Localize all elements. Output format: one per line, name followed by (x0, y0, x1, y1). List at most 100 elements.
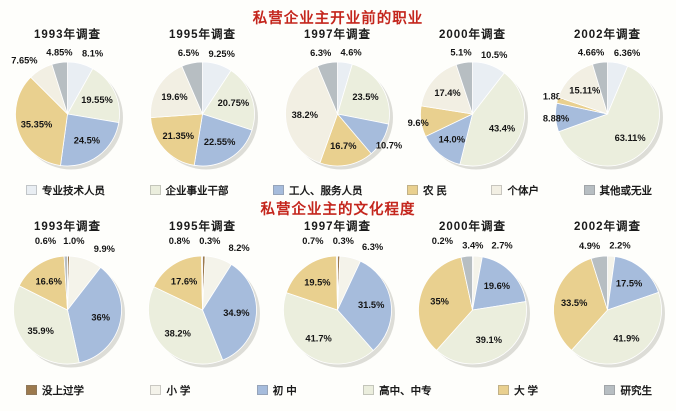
pie-label: 22.55% (204, 137, 236, 147)
pie-label: 4.66% (578, 47, 605, 57)
pie-svg: 0.2% 2.7% 19.6% 39.1% 35% 3.4% (418, 236, 530, 368)
pie-label: 0.7% (302, 236, 324, 246)
pie-svg: 4.6% 23.5% 10.7% 16.7% 38.2% 6.3% (285, 47, 403, 170)
legend-item: 初 中 (256, 383, 297, 398)
pie-slice (337, 260, 392, 352)
pie-slice (459, 72, 525, 167)
pie-label: 15.11% (569, 85, 601, 95)
pie-label: 36% (91, 312, 110, 322)
pie-slice (591, 61, 608, 115)
pie-slice (66, 68, 120, 124)
pie-label: 63.11% (615, 133, 647, 143)
pie-slice (435, 301, 527, 365)
pie-slice (285, 65, 338, 164)
pie-label: 35.9% (28, 326, 55, 336)
legend-label: 高中、中专 (379, 384, 432, 397)
pie-svg: 2.2% 17.5% 41.9% 33.5% 4.9% (553, 240, 665, 368)
pie-chart: 2000年调查 10.5% 43.4% 14.0% 9.6% 17.4% 5.1% (405, 26, 540, 182)
pie-subtitle: 1995年调查 (168, 29, 237, 41)
pie-chart: 1993年调查 8.1% 19.55% 24.5% 35.35% 7.65% 4.85% (0, 26, 135, 182)
legend-label: 专业技术人员 (42, 184, 105, 197)
pie-slice (202, 263, 257, 361)
pie-slice (13, 285, 80, 365)
pie-subtitle: 2000年调查 (438, 221, 507, 233)
pie-label: 8.88% (543, 113, 570, 123)
pie-label: 33.5% (561, 298, 588, 308)
pie-slice (51, 61, 68, 115)
pie-label: 7.65% (11, 56, 38, 66)
pie-slice (336, 255, 338, 311)
pie-label: 5.1% (450, 47, 472, 57)
pie-subtitle: 1993年调查 (33, 221, 102, 233)
pie-slice (15, 76, 68, 166)
pie-slice (150, 65, 204, 119)
legend-item: 专业技术人员 (26, 183, 105, 198)
legend-label: 大 学 (514, 384, 539, 397)
pie-label: 2.2% (609, 240, 631, 250)
occupation-legend: 专业技术人员 企业事业干部 工人、服务人员 农 民 个体户 其他或无业 (0, 182, 676, 198)
pie-svg: 0.8% 8.2% 34.9% 38.2% 17.6% 0.3% (148, 236, 260, 368)
legend-label: 个体户 (507, 184, 539, 197)
legend-item: 其他或无业 (583, 183, 653, 198)
pie-slice (18, 255, 68, 311)
legend-label: 企业事业干部 (165, 184, 229, 197)
legend-item: 没上过学 (26, 383, 84, 398)
pie-label: 19.55% (81, 95, 113, 105)
pie-label: 1.0% (63, 236, 85, 246)
pie-label: 38.2% (292, 110, 319, 120)
pie-label: 3.4% (462, 241, 484, 251)
legend-item: 大 学 (498, 383, 538, 398)
pie-label: 16.7% (330, 141, 357, 151)
legend-swatch (583, 185, 595, 195)
pie-slice (558, 65, 660, 167)
pie-slice (590, 255, 608, 311)
pie-label: 17.6% (171, 276, 198, 286)
pie-label: 10.7% (376, 141, 403, 151)
legend-swatch (604, 385, 616, 395)
pie-subtitle: 2002年调查 (573, 221, 642, 233)
pie-slice (319, 113, 372, 167)
education-legend: 没上过学 小 学 初 中 高中、中专 大 学 研究生 (0, 382, 676, 398)
chart-canvas: 私营企业主开业前的职业 1993年调查 8.1% 19.55% 24.5% 35.35%… (0, 11, 676, 398)
pie-label: 4.85% (46, 47, 73, 57)
legend-item: 小 学 (150, 383, 190, 398)
legend-label: 其他或无业 (599, 184, 653, 197)
pie-subtitle: 1997年调查 (303, 29, 372, 41)
pie-chart: 2002年调查 2.2% 17.5% 41.9% 33.5% 4.9% (540, 218, 675, 382)
pie-label: 41.7% (305, 333, 332, 343)
pie-label: 6.3% (362, 242, 384, 252)
pie-slice (150, 113, 203, 166)
pie-slice (455, 61, 473, 115)
pie-label: 39.1% (476, 335, 503, 345)
legend-item: 企业事业干部 (149, 183, 229, 198)
pie-label: 6.5% (178, 48, 200, 58)
pie-label: 17.5% (616, 279, 643, 289)
pie-label: 1.88% (543, 91, 570, 101)
legend-swatch (407, 185, 419, 195)
pie-label: 9.9% (94, 244, 116, 254)
pie-label: 14.0% (439, 134, 466, 144)
legend-item: 农 民 (407, 183, 447, 198)
pie-subtitle: 1997年调查 (303, 221, 372, 233)
pie-slice (193, 113, 253, 167)
legend-item: 个体户 (491, 183, 539, 198)
pie-slice (148, 286, 224, 365)
pie-chart: 1997年调查 0.7% 6.3% 31.5% 41.7% 19.5% 0.3% (270, 218, 405, 382)
pie-slice (181, 61, 203, 115)
legend-label: 小 学 (166, 384, 191, 397)
pie-label: 20.75% (218, 98, 250, 108)
pie-svg: 0.6% 9.9% 36% 35.9% 16.6% 1.0% (13, 236, 125, 368)
legend-swatch (26, 385, 37, 395)
pie-label: 34.9% (223, 308, 250, 318)
pie-svg: 0.7% 6.3% 31.5% 41.7% 19.5% 0.3% (283, 236, 395, 368)
pie-label: 16.6% (36, 277, 63, 287)
pie-chart: 2000年调查 0.2% 2.7% 19.6% 39.1% 35% 3.4% (405, 218, 540, 382)
pie-label: 0.2% (432, 236, 454, 246)
legend-label: 工人、服务人员 (289, 184, 363, 197)
pie-slice (201, 255, 203, 311)
education-pies-row: 1993年调查 0.6% 9.9% 36% 35.9% 16.6% 1.0% 1995年调查 0… (0, 218, 676, 382)
pie-slice (460, 255, 473, 311)
pie-slice (557, 63, 609, 115)
legend-swatch (149, 185, 161, 195)
pie-label: 0.6% (35, 236, 57, 246)
